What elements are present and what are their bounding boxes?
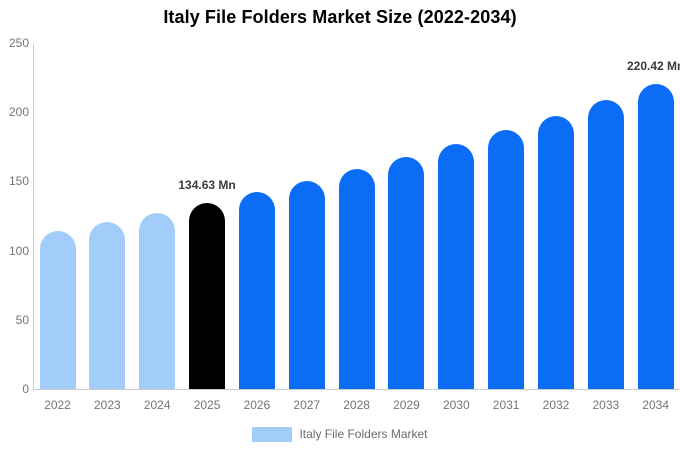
data-label-2034: 220.42 Mn [627, 58, 680, 73]
x-tick-label-2031: 2031 [492, 398, 520, 412]
bar-2023[interactable] [89, 222, 126, 389]
x-tick-label-2028: 2028 [343, 398, 370, 412]
y-axis-line [33, 44, 34, 390]
y-tick-label-150: 150 [8, 174, 29, 189]
x-tick-label-2030: 2030 [442, 398, 470, 412]
legend[interactable]: Italy File Folders Market [0, 427, 680, 442]
bar-2031[interactable] [488, 130, 525, 389]
bar-2032[interactable] [538, 115, 574, 389]
y-tick-label-100: 100 [8, 243, 29, 258]
bar-2022[interactable] [39, 230, 76, 389]
x-tick-label-2024: 2024 [143, 398, 171, 412]
legend-swatch-icon [252, 427, 293, 442]
y-tick-label-250: 250 [8, 36, 29, 50]
x-tick-label-2027: 2027 [293, 398, 321, 412]
y-tick-label-0: 0 [22, 382, 29, 396]
bar-2024[interactable] [139, 212, 176, 389]
legend-label: Italy File Folders Market [299, 427, 428, 441]
bar-2026[interactable] [238, 192, 275, 389]
y-tick-label-50: 50 [15, 312, 29, 327]
x-tick-label-2034: 2034 [642, 398, 670, 412]
bar-2028[interactable] [338, 169, 375, 389]
chart-title: Italy File Folders Market Size (2022-203… [163, 7, 517, 27]
bar-2029[interactable] [388, 157, 425, 389]
x-tick-label-2029: 2029 [393, 398, 420, 412]
bar-2034[interactable] [637, 83, 674, 389]
data-label-2025: 134.63 Mn [178, 177, 236, 192]
x-tick-label-2025: 2025 [193, 398, 221, 412]
bar-2033[interactable] [587, 100, 624, 389]
x-tick-label-2022: 2022 [44, 398, 71, 412]
x-tick-label-2023: 2023 [93, 398, 121, 412]
x-tick-label-2032: 2032 [542, 398, 570, 412]
x-tick-label-2033: 2033 [592, 398, 620, 412]
y-tick-label-200: 200 [8, 105, 29, 120]
x-tick-label-2026: 2026 [243, 398, 271, 412]
bar-2025[interactable] [189, 202, 226, 389]
x-axis-line [33, 389, 680, 390]
bar-2027[interactable] [288, 181, 325, 389]
bar-2030[interactable] [438, 143, 475, 389]
